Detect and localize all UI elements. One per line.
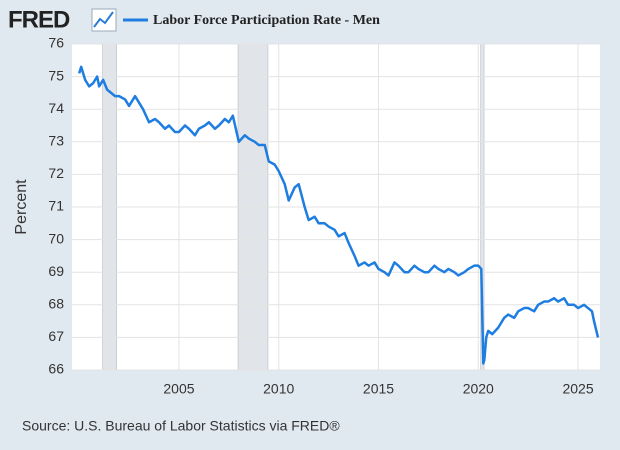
- y-tick-label: 66: [48, 361, 64, 377]
- x-tick-label: 2010: [263, 381, 294, 397]
- x-tick-label: 2015: [363, 381, 394, 397]
- source-note: Source: U.S. Bureau of Labor Statistics …: [22, 418, 340, 434]
- y-tick-label: 67: [48, 328, 64, 344]
- y-tick-label: 70: [48, 230, 64, 246]
- y-tick-label: 73: [48, 133, 64, 149]
- x-tick-label: 2005: [163, 381, 194, 397]
- logo-icon: [91, 8, 117, 32]
- legend-label: Labor Force Participation Rate - Men: [153, 13, 380, 28]
- data-line: [77, 65, 600, 365]
- y-tick-label: 72: [48, 165, 64, 181]
- x-tick-label: 2020: [463, 381, 494, 397]
- y-axis-title: Percent: [13, 179, 30, 235]
- x-tick-label: 2025: [562, 381, 593, 397]
- y-tick-label: 69: [48, 263, 64, 279]
- y-tick-label: 71: [48, 198, 64, 214]
- brand-logo: FRED: [8, 6, 70, 33]
- y-tick-label: 68: [48, 296, 64, 312]
- y-tick-label: 75: [48, 67, 64, 83]
- y-tick-label: 76: [48, 35, 64, 51]
- y-tick-label: 74: [48, 100, 64, 116]
